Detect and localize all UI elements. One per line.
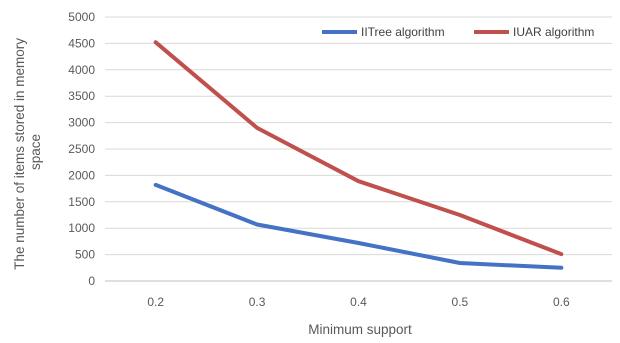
y-tick-label: 3500 <box>68 89 95 103</box>
y-tick-label: 4500 <box>68 36 95 50</box>
y-axis-title-line-2: space <box>28 134 43 170</box>
x-tick-label: 0.6 <box>553 295 570 309</box>
y-tick-label: 2000 <box>68 168 95 182</box>
y-axis-ticks: 0 500 1000 1500 2000 2500 3000 3500 4000 4500 5000 <box>68 10 95 288</box>
series-line-iitree <box>153 182 564 270</box>
legend-label-iuar: IUAR algorithm <box>513 25 594 39</box>
y-tick-label: 0 <box>88 274 95 288</box>
x-tick-label: 0.3 <box>249 295 266 309</box>
y-tick-label: 3000 <box>68 116 95 130</box>
y-axis-title: The number of items stored in memory spa… <box>12 34 43 270</box>
y-tick-label: 5000 <box>68 10 95 24</box>
y-tick-label: 2500 <box>68 142 95 156</box>
y-tick-label: 1500 <box>68 195 95 209</box>
x-axis-title: Minimum support <box>308 322 412 337</box>
x-axis-ticks: 0.2 0.3 0.4 0.5 0.6 <box>147 295 570 309</box>
gridlines <box>105 16 612 282</box>
x-tick-label: 0.2 <box>147 295 164 309</box>
legend: IITree algorithm IUAR algorithm <box>322 25 594 39</box>
x-tick-label: 0.4 <box>350 295 367 309</box>
series-lines <box>153 40 564 270</box>
series-line-iuar <box>153 40 564 257</box>
y-tick-label: 500 <box>75 248 95 262</box>
x-tick-label: 0.5 <box>452 295 469 309</box>
y-axis-title-line-1: The number of items stored in memory <box>12 38 27 270</box>
legend-label-iitree: IITree algorithm <box>361 25 445 39</box>
y-tick-label: 1000 <box>68 221 95 235</box>
y-tick-label: 4000 <box>68 63 95 77</box>
